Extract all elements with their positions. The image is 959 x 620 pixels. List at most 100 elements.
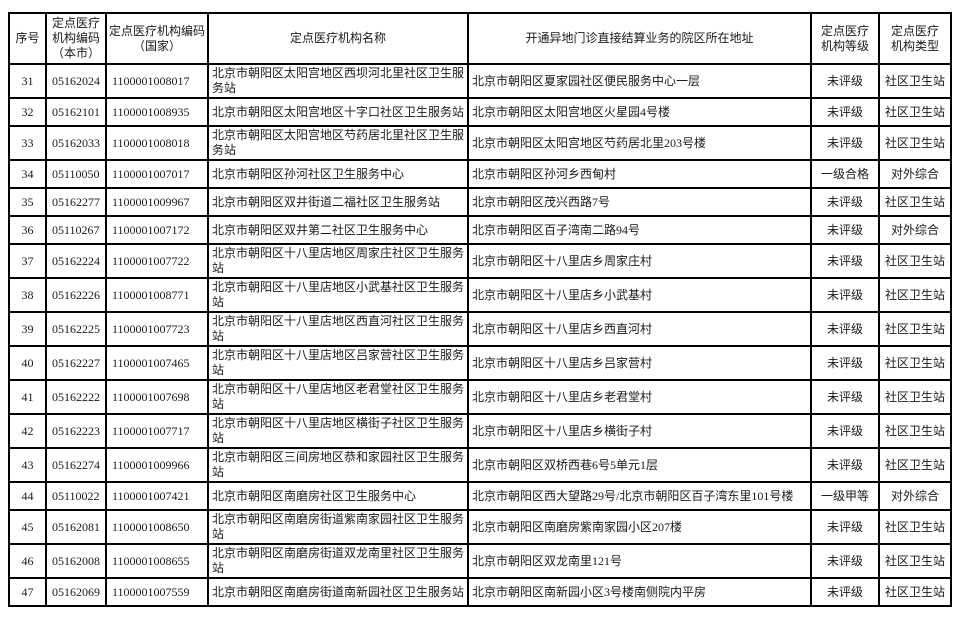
cell-code_city: 05162024 [45, 63, 107, 99]
cell-type: 社区卫生站 [878, 447, 952, 483]
cell-index: 33 [8, 125, 47, 161]
cell-grade: 一级甲等 [810, 481, 880, 511]
cell-index: 44 [8, 481, 47, 511]
table-row: 43 05162274 1100001009966 北京市朝阳区三间房地区恭和家园社区… [8, 447, 952, 483]
cell-grade: 一级合格 [810, 159, 880, 189]
cell-name: 北京市朝阳区十八里店地区西直河社区卫生服务站 [207, 311, 469, 347]
cell-code_city: 05162101 [45, 97, 107, 127]
cell-index: 34 [8, 159, 47, 189]
cell-code_city: 05110050 [45, 159, 107, 189]
cell-index: 38 [8, 277, 47, 313]
cell-name: 北京市朝阳区十八里店地区老君堂社区卫生服务站 [207, 379, 469, 415]
cell-address: 北京市朝阳区南磨房紫南家园小区207楼 [467, 509, 812, 545]
cell-code_city: 05110267 [45, 215, 107, 245]
cell-code_national: 1100001007698 [105, 379, 209, 415]
cell-code_city: 05162008 [45, 543, 107, 579]
table-row: 46 05162008 1100001008655 北京市朝阳区南磨房街道双龙南里社区… [8, 543, 952, 579]
cell-address: 北京市朝阳区十八里店乡西直河村 [467, 311, 812, 347]
table-row: 34 05110050 1100001007017 北京市朝阳区孙河社区卫生服务中心北… [8, 159, 952, 189]
table-row: 35 05162277 1100001009967 北京市朝阳区双井街道二福社区卫生服… [8, 187, 952, 217]
cell-name: 北京市朝阳区十八里店地区横街子社区卫生服务站 [207, 413, 469, 449]
table-header-row: 序号 定点医疗 机构编码 （本市） 定点医疗机构编码 （国家） 定点医疗机构名称 开通异… [8, 12, 952, 65]
column-header-type: 定点医疗 机构类型 [878, 12, 952, 65]
cell-name: 北京市朝阳区太阳宫地区十字口社区卫生服务站 [207, 97, 469, 127]
table-row: 44 05110022 1100001007421 北京市朝阳区南磨房社区卫生服务中心… [8, 481, 952, 511]
cell-code_national: 1100001008771 [105, 277, 209, 313]
cell-code_national: 1100001008017 [105, 63, 209, 99]
designated-medical-institutions-table: 序号 定点医疗 机构编码 （本市） 定点医疗机构编码 （国家） 定点医疗机构名称 开通异… [8, 12, 952, 607]
table-row: 39 05162225 1100001007723 北京市朝阳区十八里店地区西直河社区… [8, 311, 952, 347]
cell-code_national: 1100001009967 [105, 187, 209, 217]
cell-grade: 未评级 [810, 97, 880, 127]
cell-address: 北京市朝阳区南新园小区3号楼南侧院内平房 [467, 577, 812, 607]
table-row: 41 05162222 1100001007698 北京市朝阳区十八里店地区老君堂社区… [8, 379, 952, 415]
table-row: 40 05162227 1100001007465 北京市朝阳区十八里店地区吕家营社区… [8, 345, 952, 381]
cell-code_national: 1100001008018 [105, 125, 209, 161]
cell-name: 北京市朝阳区南磨房街道双龙南里社区卫生服务站 [207, 543, 469, 579]
cell-type: 社区卫生站 [878, 413, 952, 449]
cell-code_national: 1100001007017 [105, 159, 209, 189]
column-header-name: 定点医疗机构名称 [207, 12, 469, 65]
cell-grade: 未评级 [810, 509, 880, 545]
cell-code_city: 05162223 [45, 413, 107, 449]
cell-code_city: 05162069 [45, 577, 107, 607]
cell-name: 北京市朝阳区太阳宫地区西坝河北里社区卫生服务站 [207, 63, 469, 99]
cell-grade: 未评级 [810, 311, 880, 347]
cell-type: 社区卫生站 [878, 345, 952, 381]
cell-grade: 未评级 [810, 63, 880, 99]
cell-code_national: 1100001008655 [105, 543, 209, 579]
cell-address: 北京市朝阳区孙河乡西甸村 [467, 159, 812, 189]
table-row: 47 05162069 1100001007559 北京市朝阳区南磨房街道南新园社区卫… [8, 577, 952, 607]
cell-name: 北京市朝阳区十八里店地区小武基社区卫生服务站 [207, 277, 469, 313]
column-header-index: 序号 [8, 12, 47, 65]
cell-grade: 未评级 [810, 413, 880, 449]
cell-address: 北京市朝阳区十八里店乡周家庄村 [467, 243, 812, 279]
cell-type: 社区卫生站 [878, 543, 952, 579]
cell-name: 北京市朝阳区十八里店地区吕家营社区卫生服务站 [207, 345, 469, 381]
cell-code_national: 1100001008935 [105, 97, 209, 127]
table-row: 31 05162024 1100001008017 北京市朝阳区太阳宫地区西坝河北里社… [8, 63, 952, 99]
cell-code_national: 1100001007723 [105, 311, 209, 347]
cell-code_city: 05162222 [45, 379, 107, 415]
cell-index: 32 [8, 97, 47, 127]
cell-code_national: 1100001007465 [105, 345, 209, 381]
cell-type: 社区卫生站 [878, 577, 952, 607]
cell-address: 北京市朝阳区十八里店乡吕家营村 [467, 345, 812, 381]
cell-type: 社区卫生站 [878, 311, 952, 347]
cell-index: 35 [8, 187, 47, 217]
cell-name: 北京市朝阳区太阳宫地区芍药居北里社区卫生服务站 [207, 125, 469, 161]
cell-address: 北京市朝阳区太阳宫地区火星园4号楼 [467, 97, 812, 127]
cell-address: 北京市朝阳区茂兴西路7号 [467, 187, 812, 217]
cell-grade: 未评级 [810, 345, 880, 381]
cell-address: 北京市朝阳区十八里店乡横街子村 [467, 413, 812, 449]
cell-address: 北京市朝阳区百子湾南二路94号 [467, 215, 812, 245]
table-row: 38 05162226 1100001008771 北京市朝阳区十八里店地区小武基社区… [8, 277, 952, 313]
cell-grade: 未评级 [810, 277, 880, 313]
cell-code_city: 05162227 [45, 345, 107, 381]
cell-name: 北京市朝阳区双井第二社区卫生服务中心 [207, 215, 469, 245]
cell-type: 社区卫生站 [878, 243, 952, 279]
table-row: 37 05162224 1100001007722 北京市朝阳区十八里店地区周家庄社区… [8, 243, 952, 279]
cell-code_city: 05162224 [45, 243, 107, 279]
cell-grade: 未评级 [810, 379, 880, 415]
cell-type: 社区卫生站 [878, 125, 952, 161]
cell-type: 对外综合 [878, 481, 952, 511]
cell-index: 31 [8, 63, 47, 99]
cell-code_city: 05162274 [45, 447, 107, 483]
cell-index: 40 [8, 345, 47, 381]
cell-address: 北京市朝阳区夏家园社区便民服务中心一层 [467, 63, 812, 99]
cell-code_city: 05110022 [45, 481, 107, 511]
cell-address: 北京市朝阳区十八里店乡老君堂村 [467, 379, 812, 415]
cell-code_city: 05162033 [45, 125, 107, 161]
cell-index: 43 [8, 447, 47, 483]
cell-code_national: 1100001007172 [105, 215, 209, 245]
cell-index: 36 [8, 215, 47, 245]
cell-grade: 未评级 [810, 243, 880, 279]
cell-code_city: 05162081 [45, 509, 107, 545]
cell-code_national: 1100001007722 [105, 243, 209, 279]
cell-grade: 未评级 [810, 543, 880, 579]
cell-grade: 未评级 [810, 447, 880, 483]
table-row: 42 05162223 1100001007717 北京市朝阳区十八里店地区横街子社区… [8, 413, 952, 449]
cell-code_national: 1100001009966 [105, 447, 209, 483]
